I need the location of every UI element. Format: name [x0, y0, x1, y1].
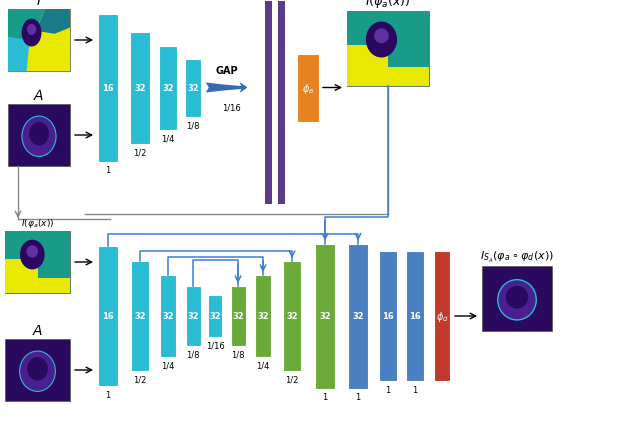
Text: 1: 1	[106, 166, 111, 175]
Bar	[379, 252, 397, 381]
Text: 1: 1	[323, 393, 328, 402]
Text: 32: 32	[134, 312, 146, 321]
Bar	[406, 252, 424, 381]
Bar	[265, 2, 272, 205]
Bar	[388, 42, 429, 68]
Bar	[278, 2, 285, 205]
Text: 1: 1	[412, 385, 418, 394]
Text: 1/4: 1/4	[161, 361, 175, 370]
Bar	[347, 12, 384, 46]
Text: 1: 1	[385, 385, 390, 394]
Bar	[8, 10, 70, 72]
Ellipse shape	[26, 246, 38, 258]
Text: 16: 16	[382, 312, 394, 321]
Polygon shape	[36, 10, 70, 35]
Bar	[230, 286, 246, 346]
Text: 1: 1	[106, 390, 111, 399]
Text: $I(\varphi_a(x))$: $I(\varphi_a(x))$	[365, 0, 411, 10]
Text: 16: 16	[102, 312, 114, 321]
Text: 32: 32	[352, 312, 364, 321]
Text: 32: 32	[187, 312, 199, 321]
Text: 1/16: 1/16	[205, 341, 225, 350]
Bar	[255, 275, 271, 357]
Bar	[38, 256, 70, 278]
Text: 1: 1	[355, 393, 360, 402]
Text: 1/4: 1/4	[161, 134, 175, 143]
Text: 32: 32	[209, 312, 221, 321]
Text: 16: 16	[102, 84, 114, 93]
Ellipse shape	[27, 25, 36, 36]
Text: 32: 32	[319, 312, 331, 321]
Bar	[283, 261, 301, 371]
Bar	[482, 266, 552, 331]
Text: 32: 32	[286, 312, 298, 321]
Bar	[98, 246, 118, 386]
Bar	[159, 46, 177, 130]
Text: 1/2: 1/2	[285, 375, 299, 384]
Bar	[315, 244, 335, 389]
Polygon shape	[8, 38, 29, 72]
Text: 16: 16	[409, 312, 421, 321]
Text: 32: 32	[162, 84, 174, 93]
Text: $A$: $A$	[32, 323, 43, 337]
Bar	[5, 231, 70, 293]
Text: 1/2: 1/2	[133, 148, 147, 157]
Bar	[160, 275, 176, 357]
Text: $A$: $A$	[33, 89, 45, 103]
Bar	[130, 32, 150, 144]
Ellipse shape	[29, 123, 49, 146]
Bar	[347, 42, 429, 87]
Bar	[208, 295, 222, 337]
Text: 1/2: 1/2	[133, 375, 147, 384]
Bar	[131, 261, 149, 371]
Text: 1/8: 1/8	[186, 350, 200, 359]
Text: 1/16: 1/16	[222, 104, 241, 113]
Bar	[8, 105, 70, 166]
Text: $\phi_a$: $\phi_a$	[302, 81, 314, 95]
Text: 32: 32	[134, 84, 146, 93]
Ellipse shape	[374, 29, 389, 44]
Bar	[5, 231, 35, 259]
Ellipse shape	[498, 280, 536, 320]
Bar	[434, 252, 450, 381]
Text: 32: 32	[187, 84, 199, 93]
Ellipse shape	[27, 357, 48, 381]
Text: 1/8: 1/8	[231, 350, 244, 359]
Text: GAP: GAP	[215, 65, 238, 75]
Ellipse shape	[22, 117, 56, 157]
Text: $\phi_d$: $\phi_d$	[436, 309, 449, 323]
Bar	[5, 256, 70, 293]
Text: 1/8: 1/8	[186, 121, 200, 130]
Ellipse shape	[20, 351, 56, 391]
Text: $I(\varphi_a(x))$: $I(\varphi_a(x))$	[21, 216, 54, 230]
Text: $I$: $I$	[36, 0, 42, 8]
Text: 32: 32	[232, 312, 244, 321]
Text: 1/4: 1/4	[256, 361, 269, 370]
Bar	[348, 244, 368, 389]
Bar	[186, 286, 200, 346]
Bar	[5, 339, 70, 401]
Polygon shape	[8, 10, 45, 44]
Ellipse shape	[366, 22, 397, 58]
Bar	[185, 59, 201, 117]
Bar	[297, 54, 319, 122]
Bar	[98, 15, 118, 162]
Ellipse shape	[20, 240, 45, 270]
Ellipse shape	[22, 19, 42, 47]
Text: $I_{S_A}(\varphi_a \circ \varphi_d(x))$: $I_{S_A}(\varphi_a \circ \varphi_d(x))$	[480, 249, 554, 264]
Ellipse shape	[506, 286, 528, 309]
Text: 32: 32	[162, 312, 174, 321]
Bar	[347, 12, 429, 87]
Text: 32: 32	[257, 312, 269, 321]
